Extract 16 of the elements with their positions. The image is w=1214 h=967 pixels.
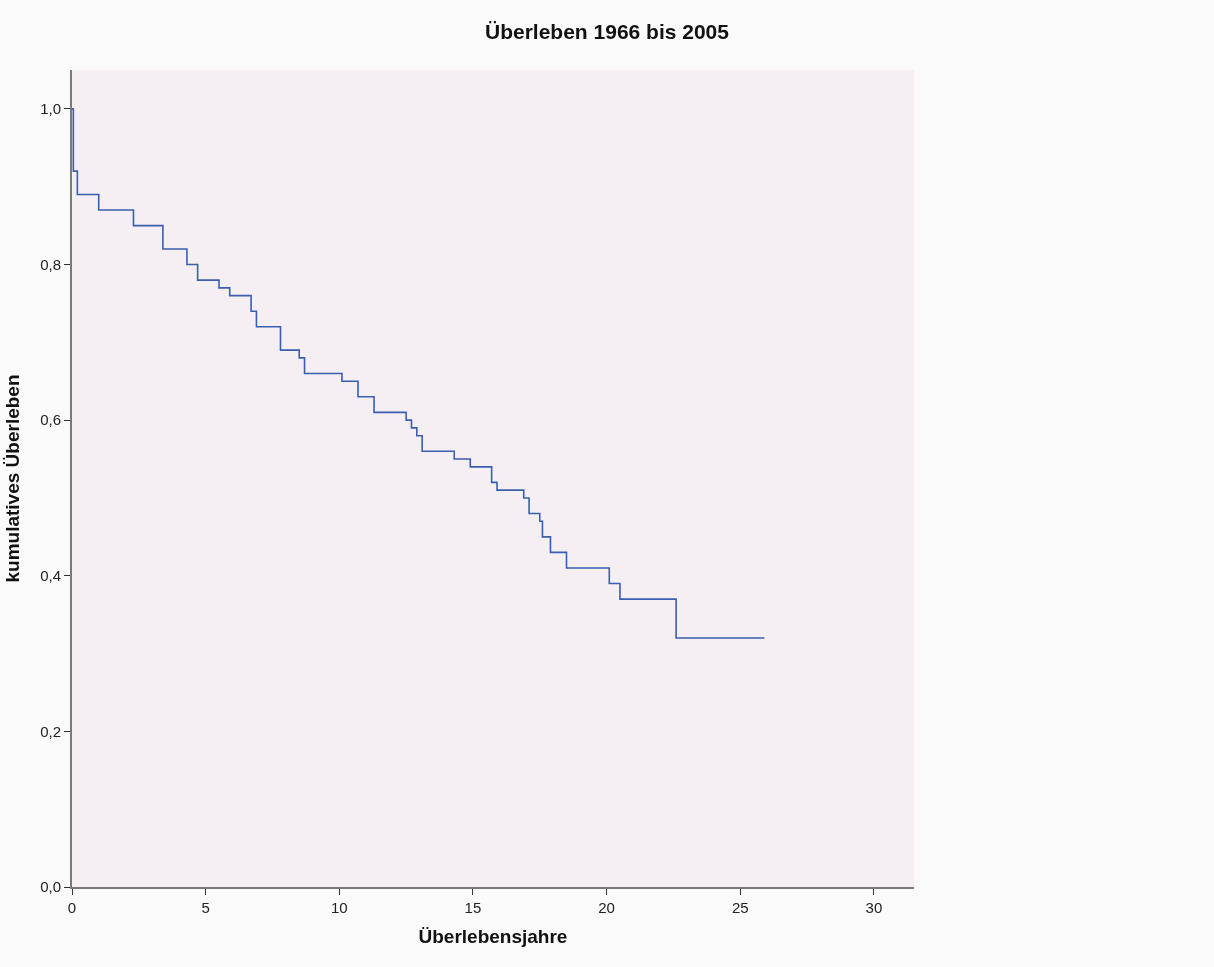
chart-title: Überleben 1966 bis 2005	[485, 19, 730, 43]
y-tick-label: 0,4	[40, 567, 61, 585]
y-axis-title: kumulatives Überleben	[2, 374, 24, 583]
x-tick-label: 5	[201, 899, 210, 916]
y-tick-label: 0,2	[40, 722, 61, 740]
x-tick-label: 15	[464, 899, 482, 916]
x-tick-label: 20	[598, 899, 615, 916]
x-tick-label: 25	[731, 899, 749, 916]
y-tick-label: 0,6	[40, 411, 61, 429]
x-tick-label: 0	[67, 899, 77, 916]
y-tick-label: 1,0	[40, 100, 61, 118]
x-tick-label: 10	[330, 899, 348, 916]
y-tick-label: 0,0	[40, 878, 61, 896]
y-tick-label: 0,8	[40, 255, 61, 273]
x-tick-label: 30	[865, 899, 883, 916]
x-axis-title: Überlebensjahre	[418, 926, 568, 948]
